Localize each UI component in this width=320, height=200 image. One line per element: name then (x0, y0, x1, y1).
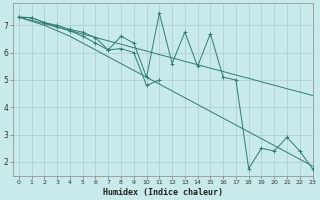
X-axis label: Humidex (Indice chaleur): Humidex (Indice chaleur) (102, 188, 222, 197)
